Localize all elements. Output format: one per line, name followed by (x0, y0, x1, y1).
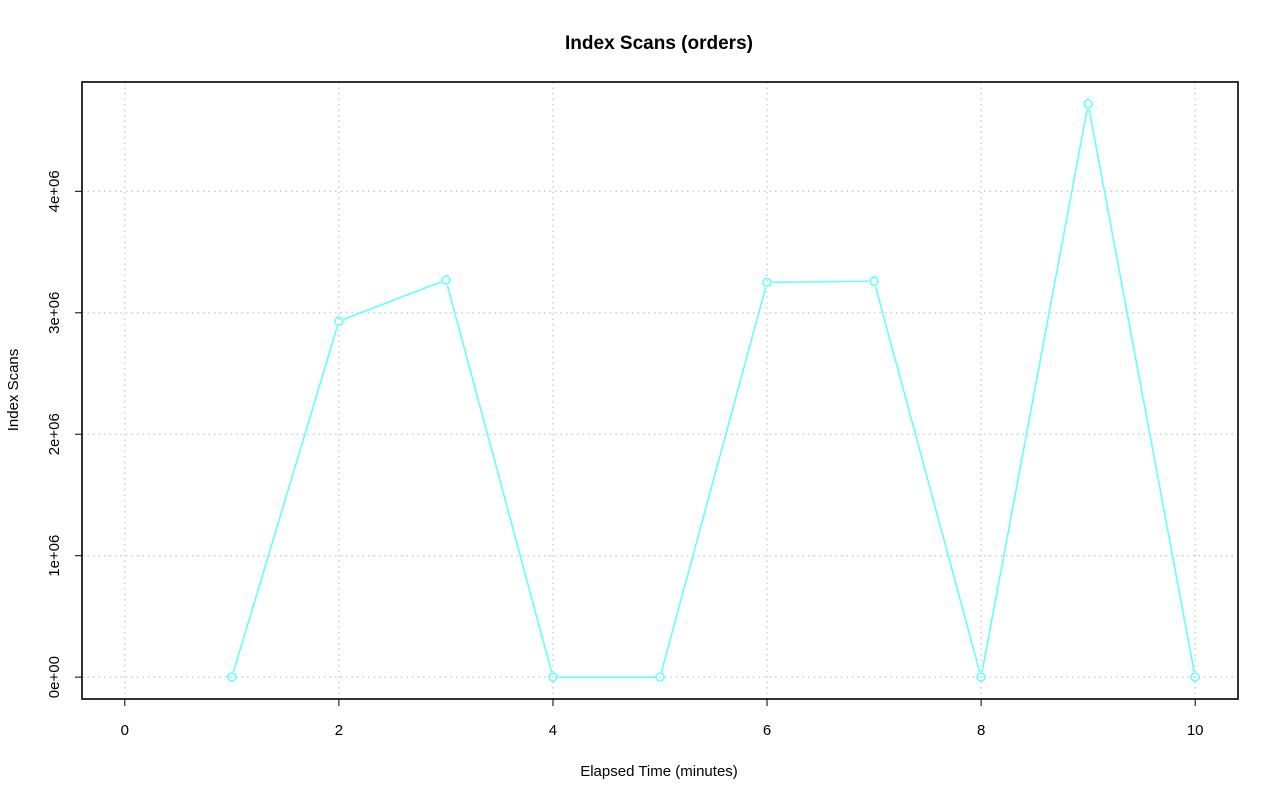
y-axis-title: Index Scans (5, 349, 22, 432)
x-tick-label: 0 (121, 722, 129, 739)
data-point (655, 672, 665, 682)
y-tick-label: 4e+06 (46, 170, 63, 212)
grid-lines (82, 82, 1238, 699)
data-point (334, 316, 344, 327)
x-tick-label: 8 (977, 722, 985, 739)
series-line-segment (232, 326, 339, 673)
series-line-segment (981, 109, 1088, 672)
y-tick-label: 0e+00 (46, 656, 63, 698)
data-point (227, 672, 237, 682)
x-axis-title: Elapsed Time (minutes) (580, 763, 738, 780)
y-tick-label: 2e+06 (46, 413, 63, 455)
chart-title: Index Scans (orders) (565, 33, 753, 54)
data-point (548, 672, 558, 682)
axes: 0 2 4 6 8 10 0e+00 1e+06 2e+06 3e+06 4e+06 (46, 170, 1204, 739)
data-point (762, 277, 772, 288)
y-tick-label: 3e+06 (46, 292, 63, 334)
x-tick-label: 4 (549, 722, 557, 739)
data-point (1190, 672, 1200, 682)
data-point (976, 672, 986, 682)
plot-area-border (81, 81, 1239, 700)
x-tick-label: 10 (1187, 722, 1204, 739)
series-line-segment (772, 280, 869, 284)
data-point (869, 276, 879, 286)
x-tick-label: 6 (763, 722, 771, 739)
data-series (227, 99, 1200, 682)
data-point (441, 275, 451, 285)
x-tick-label: 2 (335, 722, 343, 739)
series-line-segment (343, 281, 442, 321)
y-tick-label: 1e+06 (46, 535, 63, 577)
series-line-segment (446, 285, 553, 673)
series-line-segment (1088, 109, 1195, 672)
series-line-segment (874, 286, 981, 673)
data-point (1083, 99, 1093, 109)
series-line-segment (660, 287, 767, 673)
